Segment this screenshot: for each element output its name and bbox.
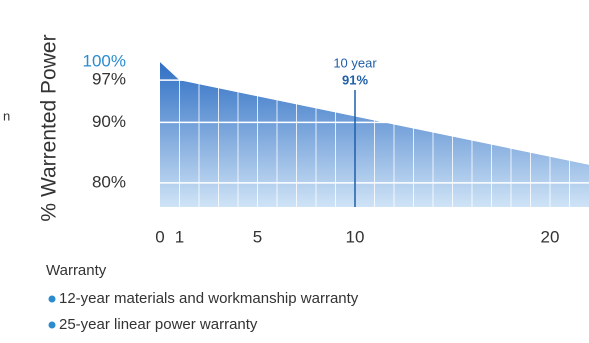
x-tick-label: 1 xyxy=(175,227,184,246)
y-tick-label: 100% xyxy=(83,51,126,70)
x-tick-label: 10 xyxy=(346,227,365,246)
legend-title: Warranty xyxy=(46,262,107,279)
mask xyxy=(160,0,589,165)
y-tick-label: 97% xyxy=(92,70,126,89)
x-tick-label: 0 xyxy=(155,227,164,246)
bullet-text: 12-year materials and workmanship warran… xyxy=(59,290,359,307)
y-tick-label: 90% xyxy=(92,112,126,131)
annotation-value: 91% xyxy=(342,72,368,87)
side-text-fragment: n xyxy=(3,108,10,123)
bullet xyxy=(48,321,56,329)
y-axis-label: % Warrented Power xyxy=(38,34,61,221)
bullet-text: 25-year linear power warranty xyxy=(59,316,258,333)
y-tick-label: 80% xyxy=(92,172,126,191)
x-tick-label: 20 xyxy=(541,227,560,246)
bullet xyxy=(48,295,56,303)
x-tick-label: 5 xyxy=(253,227,262,246)
annotation-text: 10 year xyxy=(333,55,377,70)
